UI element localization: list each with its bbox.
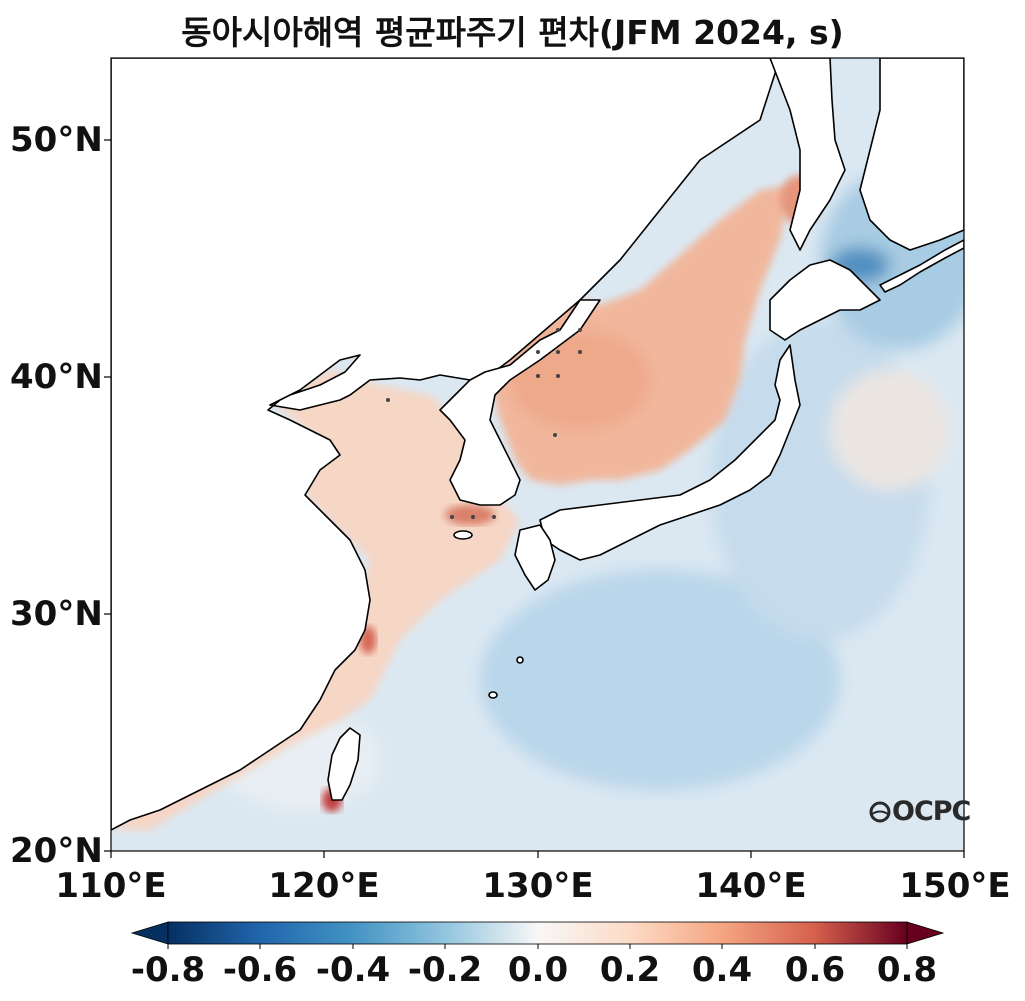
- data-point: [556, 350, 560, 354]
- colorbar-extend-high: [906, 921, 945, 945]
- xtick-label-150e: 150°E: [899, 866, 1011, 906]
- data-point: [553, 433, 557, 437]
- land-japan-honshu: [539, 344, 801, 561]
- colorbar-body: [167, 921, 908, 945]
- land-kuril: [879, 239, 964, 293]
- xtick-label-140e: 140°E: [695, 866, 807, 906]
- land-russia-far-east: [859, 58, 964, 251]
- data-point: [450, 515, 454, 519]
- xtick-label-120e: 120°E: [268, 866, 380, 906]
- map-title: 동아시아해역 평균파주기 편차(JFM 2024, s): [181, 13, 844, 52]
- land-korea: [439, 299, 601, 506]
- ytick-label-40n: 40°N: [10, 357, 103, 397]
- colorbar-tick-label: 0.2: [599, 950, 661, 990]
- colorbar: [130, 921, 945, 949]
- colorbar-tick-label: -0.2: [407, 950, 483, 990]
- land-okinawa: [488, 691, 498, 699]
- colorbar-extend-low: [130, 921, 169, 945]
- east-sea-core: [510, 330, 650, 430]
- data-point: [556, 328, 560, 332]
- data-point: [386, 398, 390, 402]
- colorbar-tick-label: 0.0: [507, 950, 569, 990]
- data-point: [492, 515, 496, 519]
- colorbar-tick-label: -0.4: [315, 950, 391, 990]
- colorbar-tick-label: 0.8: [876, 950, 938, 990]
- colorbar-tick-label: 0.6: [784, 950, 846, 990]
- ocpc-logo-icon: [869, 801, 891, 823]
- xtick-label-130e: 130°E: [482, 866, 594, 906]
- data-point: [578, 350, 582, 354]
- land-taiwan: [327, 727, 361, 801]
- anomaly-blob-east-pacific: [830, 370, 950, 490]
- land-sakhalin: [769, 58, 846, 251]
- ytick-label-50n: 50°N: [10, 120, 103, 160]
- land-amami: [516, 656, 524, 664]
- xtick-label-110e: 110°E: [55, 866, 167, 906]
- land-japan-kyushu: [514, 524, 556, 591]
- colorbar-tick-label: 0.4: [691, 950, 753, 990]
- data-point: [471, 515, 475, 519]
- ytick-label-20n: 20°N: [10, 831, 103, 871]
- data-point: [536, 374, 540, 378]
- ocpc-logo-text: OCPC: [892, 796, 971, 827]
- land-china: [111, 58, 781, 831]
- hotspot-korea-south: [445, 505, 495, 525]
- land-japan-hokkaido: [769, 259, 881, 341]
- land-jeju: [453, 530, 473, 540]
- data-point: [536, 350, 540, 354]
- ytick-label-30n: 30°N: [10, 594, 103, 634]
- anomaly-blob-south-pacific: [480, 570, 840, 790]
- yellow-sea-anomaly: [112, 370, 520, 830]
- colorbar-tick-label: -0.6: [222, 950, 298, 990]
- colorbar-tick-label: -0.8: [130, 950, 206, 990]
- data-point: [556, 374, 560, 378]
- data-point: [578, 328, 582, 332]
